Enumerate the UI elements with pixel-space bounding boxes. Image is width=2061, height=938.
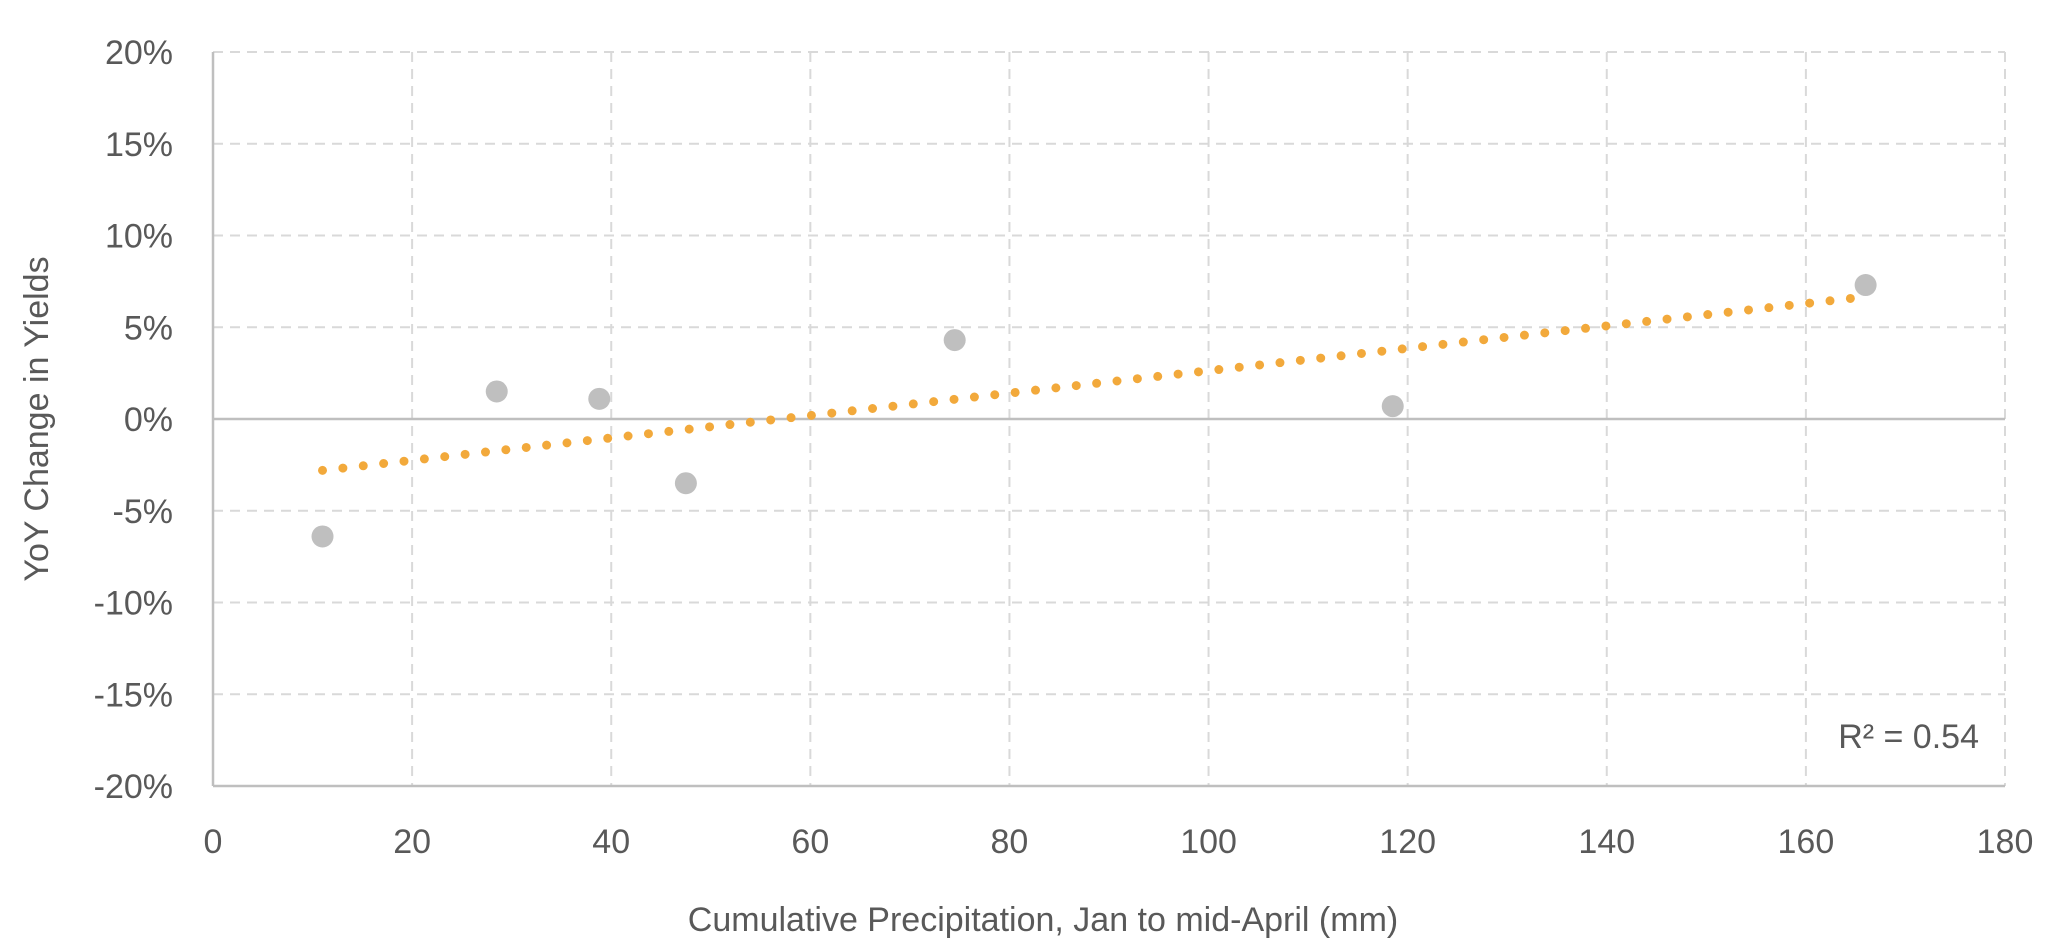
data-points xyxy=(311,274,1877,548)
x-axis-title: Cumulative Precipitation, Jan to mid-Apr… xyxy=(688,901,1398,938)
data-point xyxy=(1381,395,1404,418)
data-point xyxy=(588,387,611,410)
y-axis-title: YoY Change in Yields xyxy=(18,256,56,581)
x-tick-label: 20 xyxy=(393,823,431,861)
data-point xyxy=(943,329,966,352)
x-tick-label: 60 xyxy=(791,823,829,861)
data-point xyxy=(674,472,697,495)
data-point xyxy=(1854,274,1877,297)
y-tick-label: 10% xyxy=(105,218,173,256)
x-tick-label: 0 xyxy=(204,823,223,861)
x-tick-label: 40 xyxy=(592,823,630,861)
r-squared-annotation: R² = 0.54 xyxy=(1838,718,1979,756)
trendline xyxy=(318,293,1861,475)
x-tick-label: 100 xyxy=(1180,823,1237,861)
x-tick-label: 180 xyxy=(1977,823,2034,861)
x-tick-label: 120 xyxy=(1379,823,1436,861)
x-tick-label: 140 xyxy=(1578,823,1635,861)
x-tick-label: 160 xyxy=(1778,823,1835,861)
x-tick-label: 80 xyxy=(991,823,1029,861)
y-tick-label: -10% xyxy=(94,585,173,623)
y-tick-label: -20% xyxy=(94,768,173,806)
y-tick-label: 0% xyxy=(124,401,173,439)
data-point xyxy=(311,525,334,548)
axes xyxy=(211,52,2005,788)
trendline-path xyxy=(318,293,1861,475)
y-tick-label: 5% xyxy=(124,309,173,347)
y-tick-label: 20% xyxy=(105,34,173,72)
y-tick-label: -5% xyxy=(113,493,173,531)
y-tick-labels: 20% 15% 10% 5% 0% -5% -10% -15% -20% xyxy=(94,34,173,806)
x-tick-labels: 0 20 40 60 80 100 120 140 160 180 xyxy=(204,823,2034,861)
y-tick-label: 15% xyxy=(105,126,173,164)
data-point xyxy=(485,380,508,403)
y-tick-label: -15% xyxy=(94,676,173,714)
